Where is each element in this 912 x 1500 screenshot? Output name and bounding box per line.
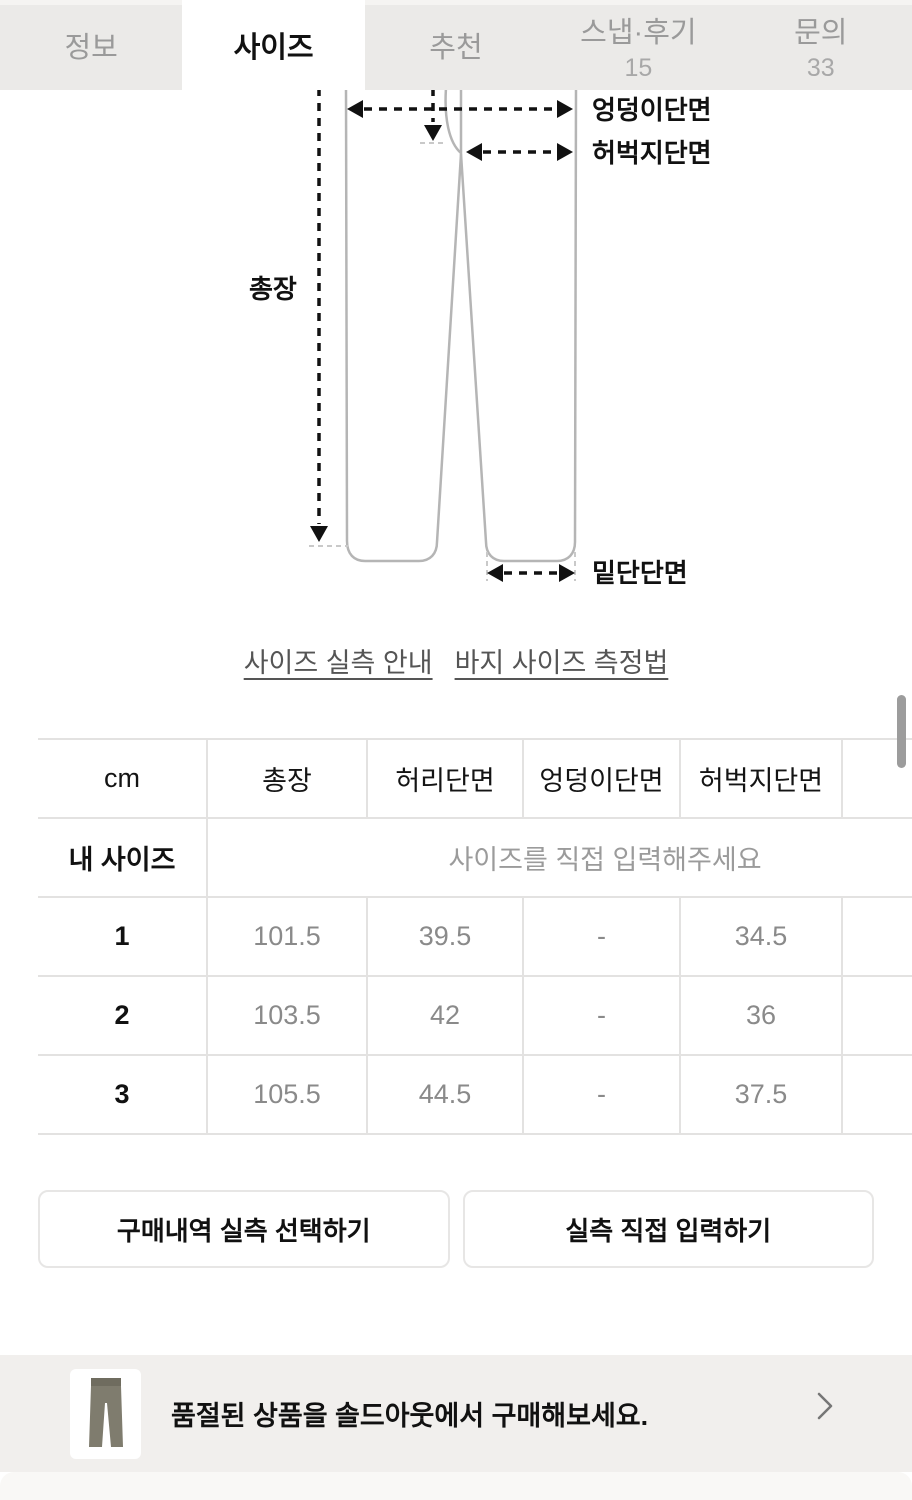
- pants-outline: [344, 90, 578, 563]
- tab-snap-reviews[interactable]: 스냅·후기 15: [547, 0, 729, 90]
- tab-snap-reviews-label: 스냅·후기: [580, 17, 697, 49]
- unit-header-cell: cm: [38, 738, 208, 818]
- tab-snap-reviews-count: 15: [624, 54, 653, 82]
- arrowheads: [310, 100, 575, 582]
- tab-size[interactable]: 사이즈: [182, 0, 365, 90]
- tab-recommend-label: 추천: [429, 32, 483, 64]
- enter-measure-directly-button[interactable]: 실측 직접 입력하기: [462, 1190, 874, 1268]
- soldout-banner-text: 품절된 상품을 솔드아웃에서 구매해보세요.: [171, 1401, 649, 1431]
- my-size-input-prompt[interactable]: 사이즈를 직접 입력해주세요: [207, 817, 912, 897]
- pants-thumbnail-image: [88, 1377, 123, 1447]
- col-header-thigh: 허벅지단면: [680, 738, 843, 818]
- total-length-label: 총장: [249, 274, 297, 304]
- product-thumbnail: [70, 1368, 141, 1459]
- hip-width-label: 엉덩이단면: [592, 95, 712, 125]
- pants-measure-method-link[interactable]: 바지 사이즈 측정법: [454, 648, 669, 678]
- tab-size-label: 사이즈: [233, 32, 314, 64]
- guide-ticks: [309, 142, 576, 581]
- size-3-cell: 3: [38, 1054, 208, 1135]
- measure-links: 사이즈 실측 안내 바지 사이즈 측정법: [0, 641, 912, 680]
- size-table: cm 총장 허리단면 엉덩이단면 허벅지단면 밑 내 사이즈 사이즈를 직접 입…: [38, 738, 912, 1135]
- measure-action-buttons: 구매내역 실측 선택하기 실측 직접 입력하기: [38, 1190, 874, 1268]
- my-size-row: 내 사이즈 사이즈를 직접 입력해주세요: [38, 817, 912, 897]
- table-row: 2 103.5 42 - 36 3: [38, 975, 912, 1055]
- size-3-thigh: 37.5: [680, 1054, 843, 1135]
- size-2-hip: -: [523, 975, 681, 1055]
- tab-info[interactable]: 정보: [0, 0, 182, 90]
- size-1-hem-clipped: 3: [842, 896, 912, 976]
- size-1-waist: 39.5: [367, 896, 524, 976]
- size-2-thigh: 36: [680, 975, 843, 1055]
- size-2-length: 103.5: [207, 975, 368, 1055]
- col-header-hem-clipped: 밑: [842, 738, 912, 818]
- col-header-hip: 엉덩이단면: [523, 738, 681, 818]
- page-scrollbar-thumb[interactable]: [897, 695, 906, 768]
- next-section-top: [0, 1472, 912, 1500]
- select-purchase-measure-button[interactable]: 구매내역 실측 선택하기: [38, 1190, 450, 1268]
- size-table-scroll-area[interactable]: cm 총장 허리단면 엉덩이단면 허벅지단면 밑 내 사이즈 사이즈를 직접 입…: [38, 738, 912, 1135]
- tab-inquiry-count: 33: [806, 54, 835, 82]
- col-header-waist: 허리단면: [367, 738, 524, 818]
- size-1-thigh: 34.5: [680, 896, 843, 976]
- size-3-waist: 44.5: [367, 1054, 524, 1135]
- size-1-cell: 1: [38, 896, 208, 976]
- size-1-hip: -: [523, 896, 681, 976]
- size-3-length: 105.5: [207, 1054, 368, 1135]
- product-tab-bar: 정보 사이즈 추천 스냅·후기 15 문의 33: [0, 0, 912, 90]
- table-row: 3 105.5 44.5 - 37.5 3: [38, 1054, 912, 1135]
- size-measure-guide-link[interactable]: 사이즈 실측 안내: [243, 648, 433, 678]
- tab-info-label: 정보: [64, 32, 118, 64]
- tab-recommend[interactable]: 추천: [365, 0, 547, 90]
- thigh-width-label: 허벅지단면: [592, 138, 712, 168]
- size-2-waist: 42: [367, 975, 524, 1055]
- table-row: 1 101.5 39.5 - 34.5 3: [38, 896, 912, 976]
- measure-arrows: [317, 90, 558, 575]
- size-table-header-row: cm 총장 허리단면 엉덩이단면 허벅지단면 밑: [38, 738, 912, 818]
- size-3-hem-clipped: 3: [842, 1054, 912, 1135]
- col-header-length: 총장: [207, 738, 368, 818]
- soldout-banner[interactable]: 품절된 상품을 솔드아웃에서 구매해보세요.: [0, 1355, 912, 1472]
- hem-width-label: 밑단단면: [592, 558, 688, 588]
- pants-measurement-diagram: 엉덩이단면 허벅지단면 총장 밑단단면: [249, 90, 712, 588]
- size-1-length: 101.5: [207, 896, 368, 976]
- chevron-right-icon[interactable]: [814, 1391, 836, 1421]
- my-size-label-cell: 내 사이즈: [38, 817, 208, 897]
- tab-inquiry[interactable]: 문의 33: [730, 0, 912, 90]
- size-2-cell: 2: [38, 975, 208, 1055]
- size-3-hip: -: [523, 1054, 681, 1135]
- size-2-hem-clipped: 3: [842, 975, 912, 1055]
- tab-inquiry-label: 문의: [794, 17, 848, 49]
